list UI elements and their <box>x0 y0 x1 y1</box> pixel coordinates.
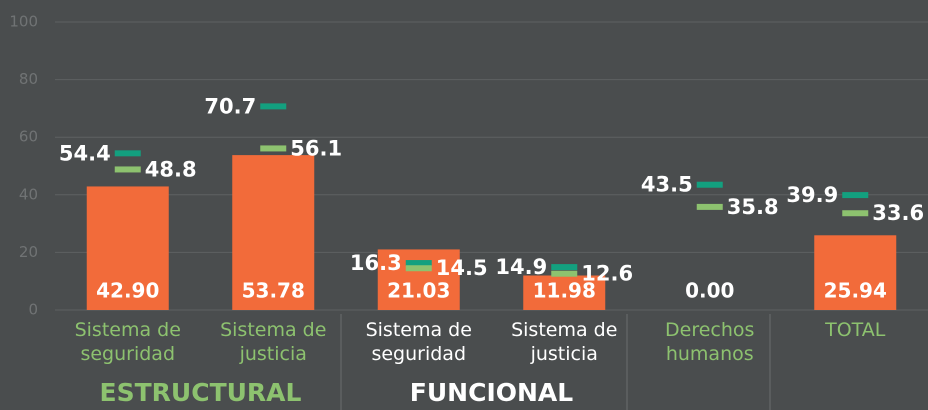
y-tick-label: 0 <box>28 301 38 319</box>
marker <box>405 265 432 272</box>
y-tick-label: 100 <box>9 13 38 31</box>
value-label: 0.00 <box>685 279 734 303</box>
y-tick-label: 40 <box>19 185 38 203</box>
marker <box>551 264 578 271</box>
bar <box>232 155 315 310</box>
marker <box>405 260 432 267</box>
x-tick-label: Derechos humanos <box>665 319 755 365</box>
marker <box>842 210 869 217</box>
marker <box>114 166 141 173</box>
marker-label: 12.6 <box>581 262 633 286</box>
group-label: FUNCIONAL <box>409 378 574 407</box>
marker-label: 70.7 <box>204 94 256 118</box>
marker-label: 48.8 <box>145 157 197 181</box>
bar <box>523 275 606 310</box>
marker <box>696 203 723 210</box>
value-label: 21.03 <box>387 279 450 303</box>
marker <box>114 150 141 157</box>
marker-label: 14.5 <box>436 256 488 280</box>
marker <box>696 181 723 188</box>
marker-label: 54.4 <box>59 141 111 165</box>
marker <box>842 192 869 199</box>
x-tick-label: Sistema de seguridad <box>74 319 181 365</box>
value-label: 25.94 <box>824 279 887 303</box>
marker-label: 16.3 <box>350 251 402 275</box>
bar <box>86 186 169 310</box>
marker <box>260 145 287 152</box>
group-label: ESTRUCTURAL <box>99 378 302 407</box>
y-tick-label: 80 <box>19 70 38 88</box>
x-tick-label: Sistema de justicia <box>220 319 327 365</box>
x-tick-label: Sistema de justicia <box>511 319 618 365</box>
value-label: 42.90 <box>96 279 159 303</box>
x-tick-label: Sistema de seguridad <box>365 319 472 365</box>
x-tick-label: TOTAL <box>825 319 886 341</box>
marker <box>260 103 287 110</box>
value-label: 11.98 <box>533 279 596 303</box>
marker-label: 39.9 <box>786 183 838 207</box>
marker-label: 56.1 <box>290 136 342 160</box>
value-label: 53.78 <box>242 279 305 303</box>
marker <box>551 270 578 277</box>
y-tick-label: 20 <box>19 243 38 261</box>
y-tick-label: 60 <box>19 128 38 146</box>
bar <box>814 235 897 310</box>
bar <box>377 249 460 310</box>
marker-label: 14.9 <box>495 255 547 279</box>
marker-label: 33.6 <box>872 201 924 225</box>
marker-label: 43.5 <box>641 173 693 197</box>
marker-label: 35.8 <box>727 195 779 219</box>
